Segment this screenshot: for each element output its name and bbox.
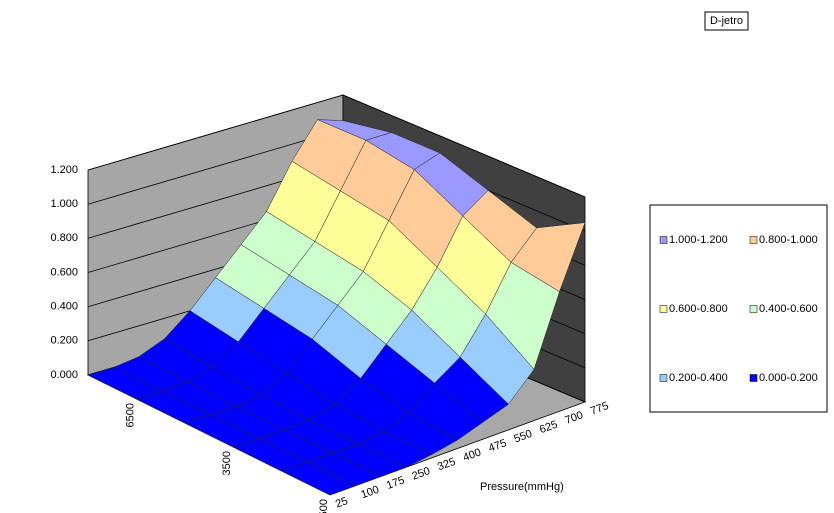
legend-swatch bbox=[659, 236, 668, 244]
x-tick-label: 475 bbox=[487, 437, 508, 455]
legend-label: 1.000-1.200 bbox=[669, 234, 728, 246]
surface-cell bbox=[280, 461, 357, 496]
z-tick-label: 0.600 bbox=[50, 266, 78, 278]
legend-swatch bbox=[749, 374, 758, 382]
grid-line bbox=[87, 94, 586, 198]
z-tick-label: 0.400 bbox=[50, 301, 78, 313]
legend-swatch bbox=[749, 236, 758, 244]
z-tick-label: 1.000 bbox=[50, 198, 78, 210]
x-tick-label: 325 bbox=[436, 456, 457, 474]
x-tick-label: 100 bbox=[359, 484, 380, 502]
x-tick-label: 700 bbox=[563, 409, 584, 427]
legend-swatch bbox=[749, 305, 758, 313]
x-tick-label: 250 bbox=[410, 465, 431, 483]
z-tick-label: 1.200 bbox=[50, 164, 78, 176]
legend-label: 0.400-0.600 bbox=[759, 303, 818, 315]
depth-tick-label: 6500 bbox=[124, 403, 136, 427]
depth-tick-label: 3500 bbox=[221, 451, 233, 475]
x-tick-label: 25 bbox=[334, 495, 350, 510]
legend-label: 0.200-0.400 bbox=[669, 372, 728, 384]
z-tick-label: 0.200 bbox=[50, 335, 78, 347]
legend-label: 0.800-1.000 bbox=[759, 234, 818, 246]
z-tick-label: 0.800 bbox=[50, 232, 78, 244]
x-tick-label: 175 bbox=[385, 474, 406, 492]
x-tick-label: 400 bbox=[461, 446, 482, 464]
legend-label: 0.000-0.200 bbox=[759, 372, 818, 384]
z-tick-label: 0.000 bbox=[50, 369, 78, 381]
x-tick-label: 775 bbox=[589, 400, 610, 418]
title-box bbox=[704, 11, 749, 31]
legend-box bbox=[649, 204, 828, 413]
chart-title: D-jetro bbox=[710, 15, 743, 27]
legend-swatch bbox=[659, 374, 668, 382]
x-tick-label: 625 bbox=[538, 419, 559, 437]
x-tick-label: 550 bbox=[512, 428, 533, 446]
x-axis-label: Pressure(mmHg) bbox=[480, 481, 564, 493]
legend-swatch bbox=[659, 305, 668, 313]
depth-tick-label: 500 bbox=[318, 499, 330, 513]
legend-label: 0.600-0.800 bbox=[669, 303, 728, 315]
